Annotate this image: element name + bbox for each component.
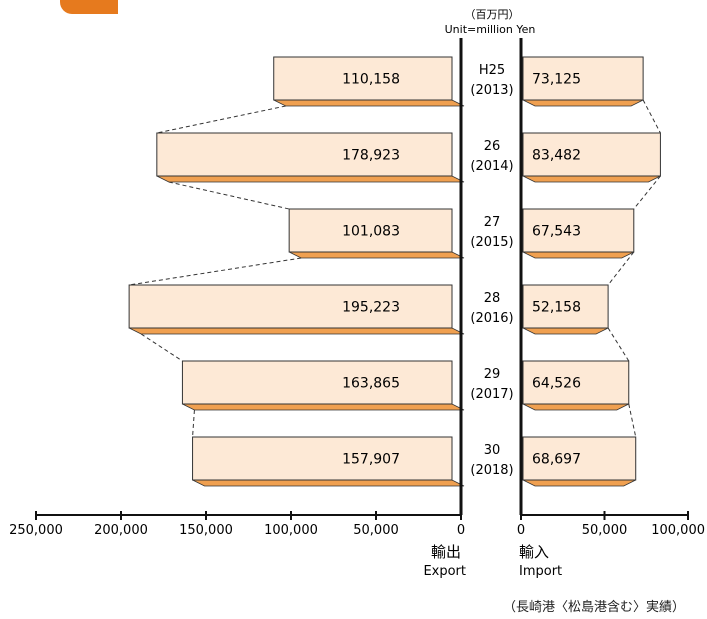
category-year: (2016) — [470, 311, 513, 326]
export-tick-label: 150,000 — [179, 523, 233, 538]
unit-label-en: Unit=million Yen — [445, 23, 536, 36]
import-connector — [628, 403, 637, 438]
export-label-jp: 輸出 — [431, 543, 461, 561]
export-value-label: 157,907 — [342, 452, 400, 468]
category-year: (2018) — [470, 463, 513, 478]
export-value-label: 195,223 — [342, 300, 400, 316]
export-bar-shadow — [182, 403, 465, 411]
export-value-label: 163,865 — [342, 376, 400, 392]
export-value-label: 110,158 — [342, 72, 400, 88]
export-bar — [192, 436, 453, 481]
export-value-label: 178,923 — [342, 148, 400, 164]
import-value-label: 73,125 — [532, 72, 581, 88]
import-tick-label: 50,000 — [582, 523, 628, 538]
year-labels: H25 (2013) 26 (2014) 27 (2015) 28 (2016) 29 (2017… — [470, 63, 513, 478]
export-tick-label: 50,000 — [353, 523, 399, 538]
export-bar — [181, 360, 453, 405]
export-tick-label: 200,000 — [94, 523, 148, 538]
export-bar — [128, 284, 453, 329]
import-tick-label: 100,000 — [651, 523, 705, 538]
import-bar-shadow — [522, 251, 634, 259]
export-tick-label: 250,000 — [9, 523, 63, 538]
import-bar-shadow — [522, 403, 629, 411]
export-bar-shadow — [128, 327, 465, 335]
import-bar — [522, 132, 661, 177]
export-bar — [156, 132, 453, 177]
connector-lines — [129, 99, 661, 438]
import-bar — [522, 360, 630, 405]
category-year: (2015) — [470, 235, 513, 250]
category-era: 30 — [484, 443, 501, 458]
axis-ticks: 250,000 200,000 150,000 100,000 50,000 0 0 50,0… — [9, 511, 705, 538]
import-connector — [642, 99, 661, 134]
import-bar — [522, 208, 635, 253]
import-bar-shadow — [522, 175, 661, 183]
export-bar — [273, 56, 453, 101]
export-bar — [288, 208, 453, 253]
category-year: (2017) — [470, 387, 513, 402]
category-era: 28 — [484, 291, 501, 306]
export-connector — [140, 333, 183, 362]
export-tick-label: 0 — [457, 523, 465, 538]
category-year: (2013) — [470, 83, 513, 98]
import-bar-shadow — [522, 479, 636, 487]
import-bar — [522, 284, 609, 329]
import-bar — [522, 436, 637, 481]
import-label-en: Import — [519, 564, 562, 579]
import-connector — [633, 175, 661, 210]
export-tick-label: 100,000 — [264, 523, 318, 538]
bars-group: 110,158 73,125 178,923 83,482 101,083 67,543 1… — [128, 56, 661, 487]
export-connector — [129, 257, 302, 286]
export-bar-shadow — [288, 251, 465, 259]
category-era: 29 — [484, 367, 501, 382]
import-bar-shadow — [522, 99, 644, 107]
import-value-label: 64,526 — [532, 376, 581, 392]
export-connector — [192, 409, 195, 438]
import-value-label: 83,482 — [532, 148, 581, 164]
export-connector — [168, 181, 290, 210]
export-connector — [156, 105, 286, 134]
category-era: H25 — [479, 63, 505, 78]
export-bar-shadow — [192, 479, 465, 487]
category-year: (2014) — [470, 159, 513, 174]
import-value-label: 67,543 — [532, 224, 581, 240]
footnote: （長崎港〈松島港含む〉実績） — [502, 600, 685, 615]
category-era: 27 — [484, 215, 501, 230]
import-value-label: 68,697 — [532, 452, 581, 468]
unit-label-jp: （百万円） — [465, 8, 520, 21]
import-bar — [522, 56, 644, 101]
orange-header-tab — [60, 0, 118, 14]
export-bar-shadow — [273, 99, 465, 107]
category-era: 26 — [484, 139, 501, 154]
import-connector — [607, 327, 630, 362]
export-value-label: 101,083 — [342, 224, 400, 240]
import-bar-shadow — [522, 327, 609, 335]
import-value-label: 52,158 — [532, 300, 581, 316]
export-bar-shadow — [156, 175, 465, 183]
import-tick-label: 0 — [517, 523, 525, 538]
import-label-jp: 輸入 — [519, 543, 549, 561]
export-label-en: Export — [423, 564, 466, 579]
